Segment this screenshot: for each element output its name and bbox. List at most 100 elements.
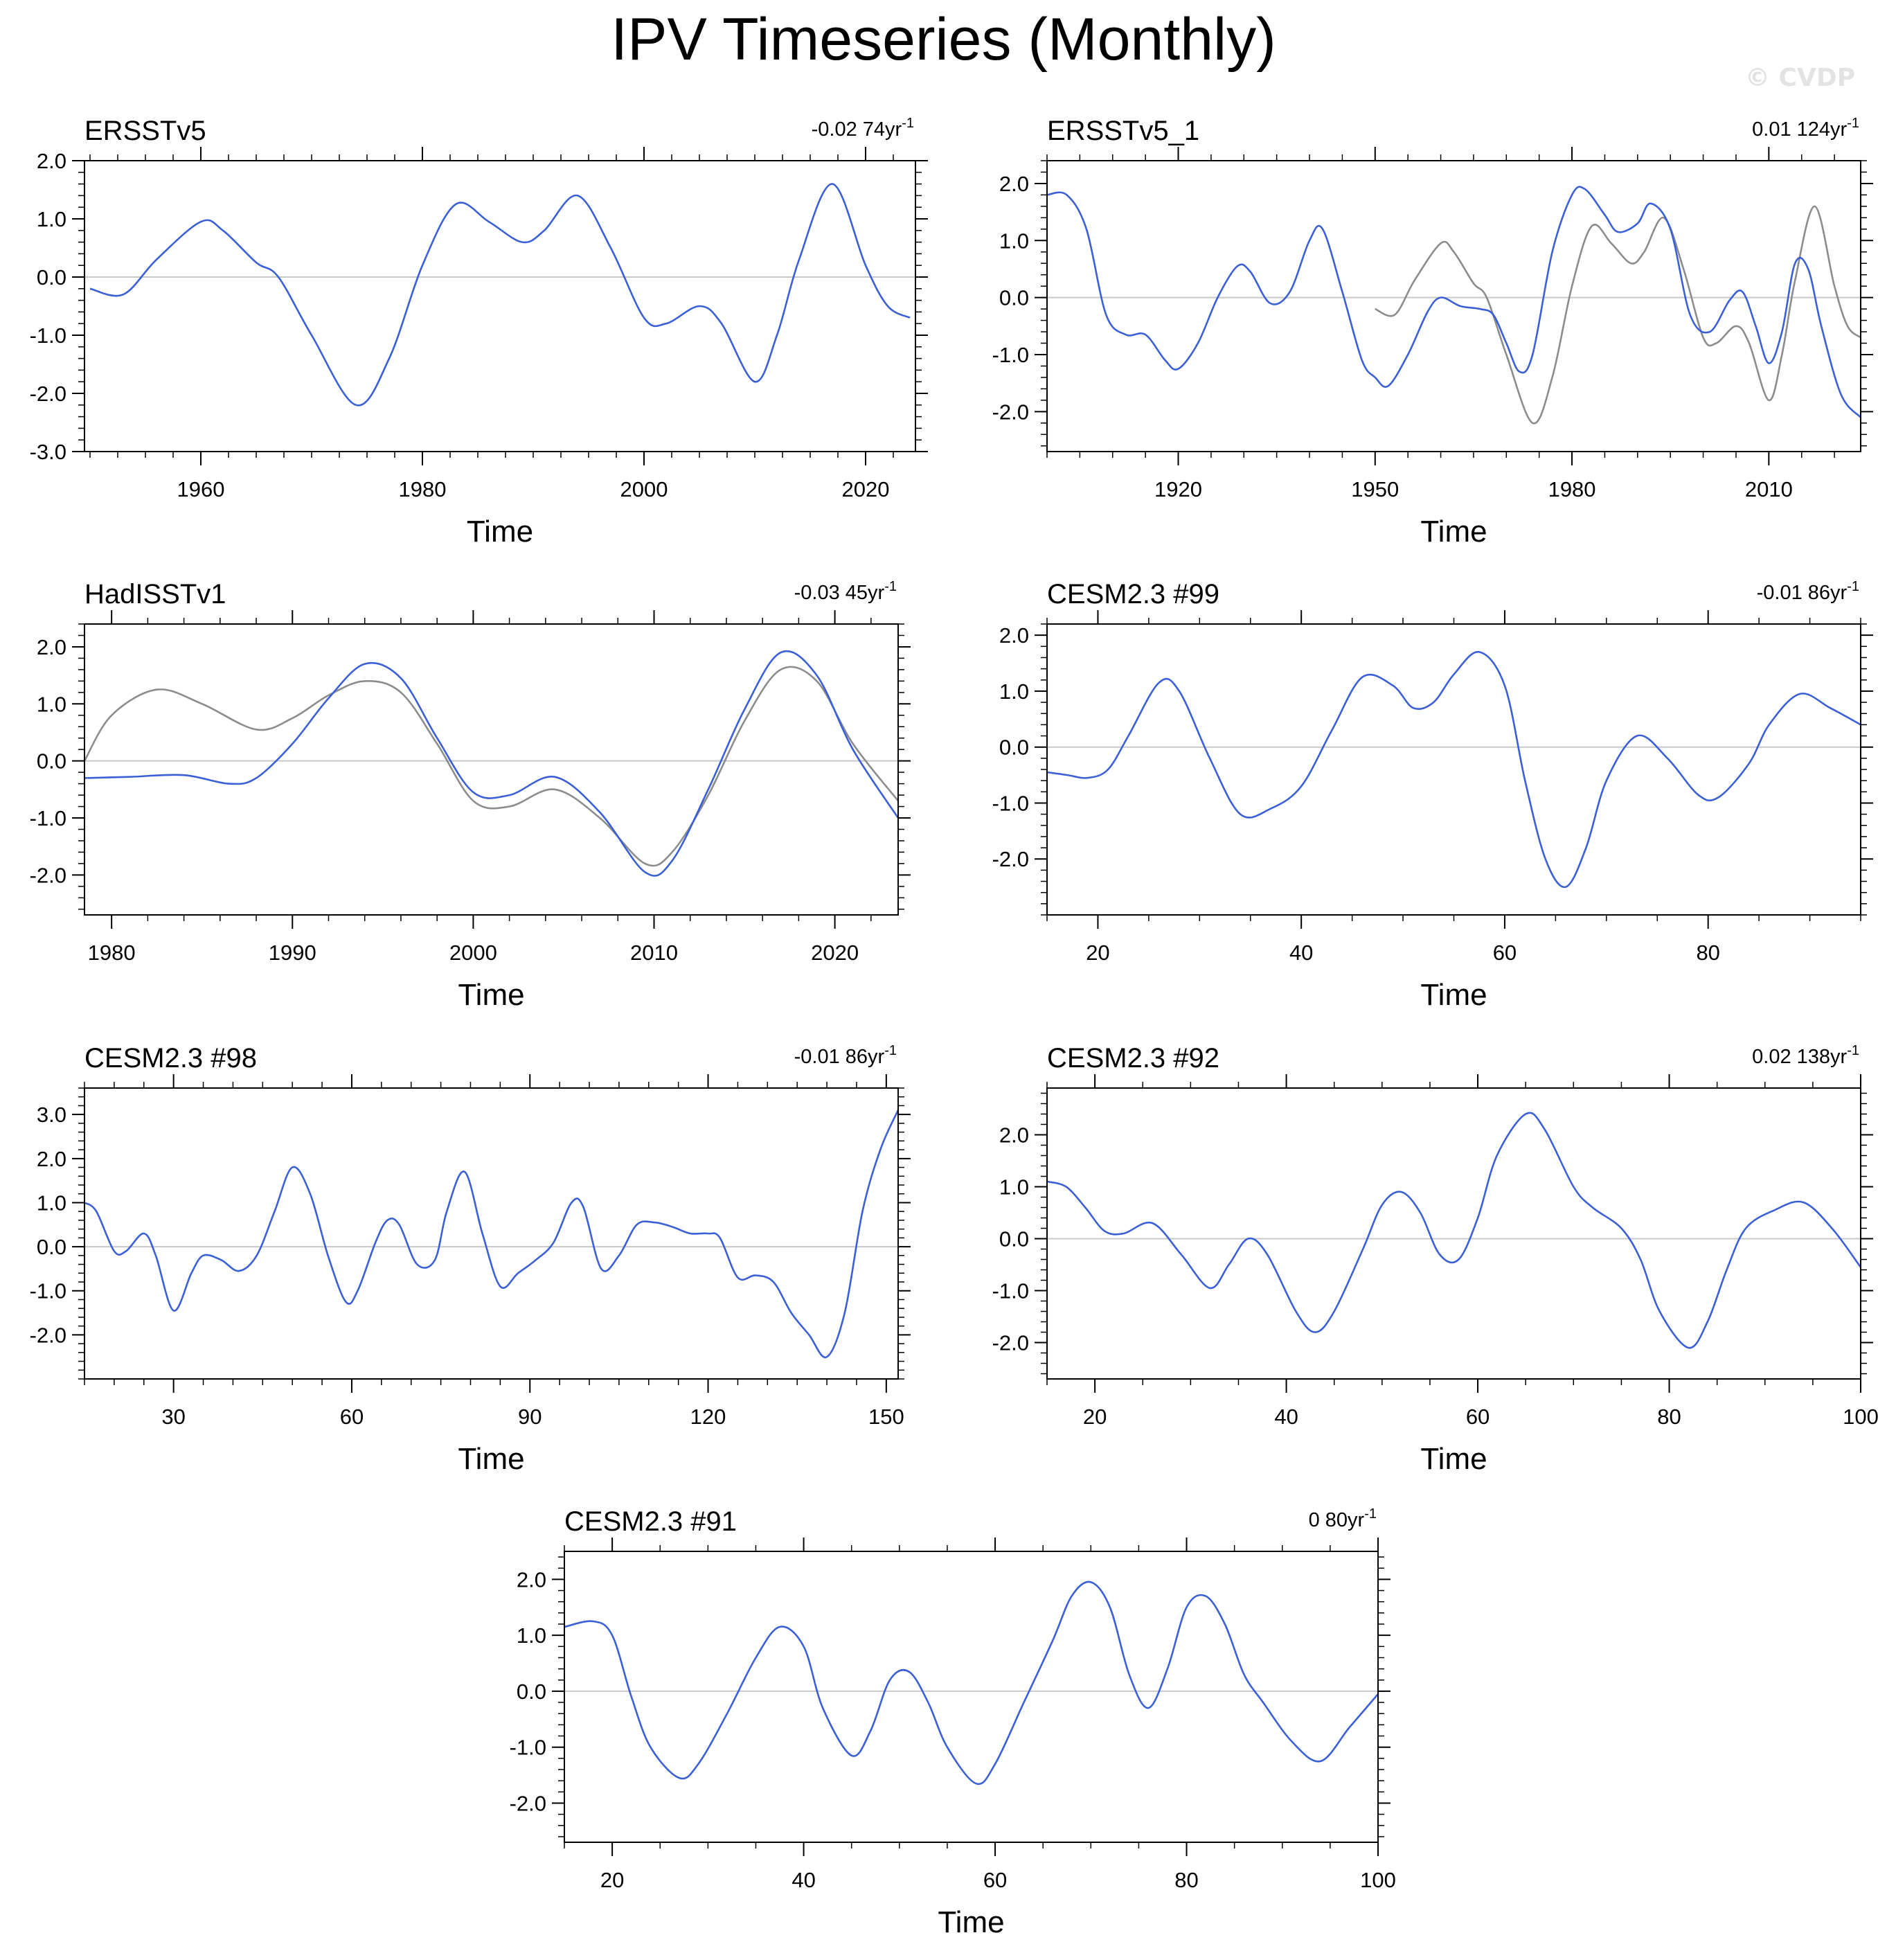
- y-tick-label: 1.0: [37, 692, 66, 716]
- x-tick-label: 60: [1466, 1405, 1490, 1429]
- x-axis-label: Time: [1420, 978, 1487, 1012]
- series-line: [89, 183, 911, 407]
- x-tick-label: 20: [600, 1868, 624, 1892]
- trend-value: 0.02 138yr: [1752, 1046, 1847, 1068]
- panel-title: HadISSTv1: [84, 579, 226, 609]
- series-line: [1046, 651, 1861, 888]
- x-tick-label: 1980: [399, 477, 447, 501]
- y-tick-label: -1.0: [30, 806, 66, 830]
- y-tick-label: 2.0: [999, 1123, 1029, 1148]
- y-tick-label: 0.0: [37, 1235, 66, 1259]
- x-axis-label: Time: [1420, 515, 1487, 549]
- x-tick-label: 100: [1360, 1868, 1396, 1892]
- x-axis-label: Time: [458, 978, 524, 1012]
- x-tick-label: 40: [1289, 941, 1313, 965]
- x-tick-label: 60: [1493, 941, 1517, 965]
- x-axis-label: Time: [938, 1905, 1004, 1939]
- plot-frame: [1046, 1087, 1861, 1380]
- y-tick-label: 1.0: [517, 1623, 546, 1648]
- chart-panel-6: CESM2.3 #92 0.02 138yr-1 -2.0 -1.0 0.0 1.0 2.0…: [992, 1043, 1879, 1476]
- y-tick-label: 2.0: [37, 1147, 66, 1171]
- plot-frame: [1046, 623, 1861, 916]
- y-tick-label: 0.0: [37, 749, 66, 774]
- trend-label: 0 80yr-1: [1309, 1506, 1377, 1531]
- y-tick-label: 1.0: [37, 207, 66, 231]
- chart-panel-4: CESM2.3 #99 -0.01 86yr-1 -2.0 -1.0 0.0 1.0 2.0…: [992, 579, 1873, 1012]
- series-line: [1046, 186, 1861, 418]
- plot-frame: [84, 1087, 899, 1380]
- series-line: [84, 1110, 900, 1359]
- trend-exponent: -1: [1847, 1043, 1859, 1058]
- plot-frame: [84, 623, 899, 916]
- panel-title: ERSSTv5_1: [1047, 116, 1199, 146]
- trend-label: -0.01 86yr-1: [794, 1043, 897, 1068]
- series-line: [1046, 1112, 1862, 1349]
- x-tick-label: 2000: [449, 941, 497, 965]
- x-tick-label: 60: [983, 1868, 1007, 1892]
- x-tick-label: 100: [1843, 1405, 1879, 1429]
- x-tick-label: 1980: [1548, 477, 1596, 501]
- x-tick-label: 80: [1174, 1868, 1198, 1892]
- y-tick-label: -2.0: [992, 847, 1029, 871]
- x-tick-label: 80: [1657, 1405, 1681, 1429]
- y-tick-label: 0.0: [37, 265, 66, 289]
- trend-value: -0.03 45yr: [794, 582, 885, 604]
- trend-exponent: -1: [1847, 579, 1859, 594]
- y-tick-label: 1.0: [37, 1191, 66, 1215]
- x-tick-label: 40: [1274, 1405, 1298, 1429]
- trend-label: 0.02 138yr-1: [1752, 1043, 1859, 1068]
- y-tick-label: -1.0: [30, 1279, 66, 1303]
- y-tick-label: -1.0: [992, 1279, 1029, 1303]
- plot-frame: [1046, 160, 1861, 452]
- y-tick-label: -2.0: [510, 1791, 546, 1815]
- y-tick-label: -2.0: [30, 382, 66, 406]
- x-tick-label: 60: [340, 1405, 364, 1429]
- y-tick-label: 0.0: [999, 1227, 1029, 1251]
- panel-title: CESM2.3 #91: [564, 1506, 737, 1537]
- x-tick-label: 120: [690, 1405, 726, 1429]
- chart-panel-1: ERSSTv5 -0.02 74yr-1 -3.0 -2.0 -1.0 0.0 1.0 2.0…: [30, 116, 928, 549]
- y-tick-label: 1.0: [999, 229, 1029, 253]
- x-tick-label: 30: [161, 1405, 185, 1429]
- watermark: © CVDP: [1745, 64, 1856, 92]
- panel-title: CESM2.3 #99: [1047, 579, 1219, 609]
- trend-exponent: -1: [1847, 116, 1859, 131]
- x-tick-label: 2020: [842, 477, 890, 501]
- y-tick-label: 1.0: [999, 679, 1029, 704]
- y-tick-label: -2.0: [992, 1331, 1029, 1355]
- chart-panel-5: CESM2.3 #98 -0.01 86yr-1 -2.0 -1.0 0.0 1.0 2.0…: [30, 1043, 911, 1476]
- x-tick-label: 1960: [177, 477, 225, 501]
- x-tick-label: 40: [792, 1868, 815, 1892]
- y-tick-label: 0.0: [517, 1680, 546, 1704]
- x-tick-label: 2020: [811, 941, 859, 965]
- trend-value: -0.01 86yr: [1757, 582, 1848, 604]
- x-tick-label: 2010: [1745, 477, 1793, 501]
- y-tick-label: 2.0: [37, 149, 66, 173]
- y-tick-label: 2.0: [37, 635, 66, 659]
- panel-title: CESM2.3 #98: [84, 1043, 257, 1073]
- trend-exponent: -1: [1364, 1506, 1377, 1522]
- series-line: [84, 650, 900, 877]
- x-tick-label: 20: [1083, 1405, 1107, 1429]
- y-tick-label: -1.0: [992, 343, 1029, 367]
- main-title: IPV Timeseries (Monthly): [611, 6, 1276, 73]
- panel-title: ERSSTv5: [84, 116, 206, 146]
- plot-frame: [84, 160, 916, 452]
- plot-frame: [564, 1551, 1379, 1843]
- y-tick-label: 2.0: [517, 1567, 546, 1592]
- y-tick-label: -1.0: [992, 791, 1029, 815]
- chart-panel-2: ERSSTv5_1 0.01 124yr-1 -2.0 -1.0 0.0 1.0 2.0 19…: [992, 116, 1873, 549]
- reference-series-line: [83, 666, 900, 867]
- trend-value: 0 80yr: [1309, 1509, 1365, 1531]
- series-line: [564, 1580, 1379, 1785]
- trend-label: -0.01 86yr-1: [1757, 579, 1859, 604]
- x-tick-label: 2000: [620, 477, 668, 501]
- y-tick-label: -2.0: [30, 863, 66, 887]
- x-tick-label: 90: [518, 1405, 542, 1429]
- y-tick-label: 1.0: [999, 1175, 1029, 1200]
- y-tick-label: -3.0: [30, 440, 66, 464]
- trend-value: 0.01 124yr: [1752, 118, 1847, 141]
- reference-series-line: [1375, 205, 1861, 425]
- trend-exponent: -1: [902, 116, 914, 131]
